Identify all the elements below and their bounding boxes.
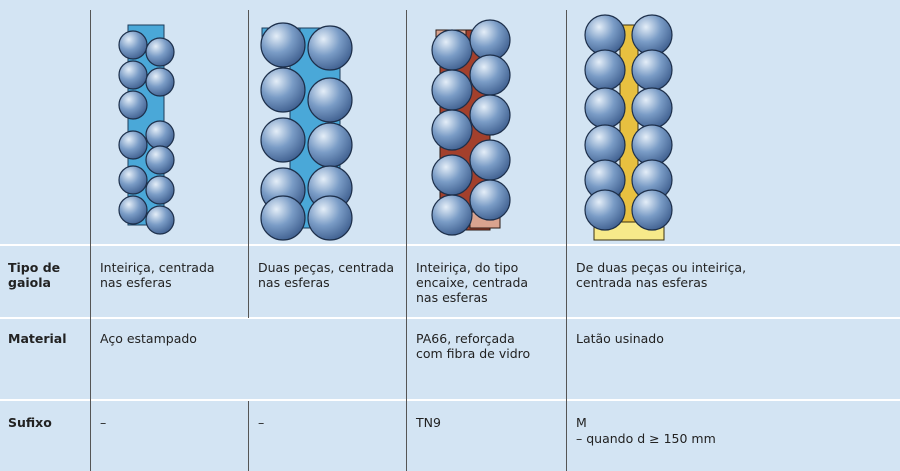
row-divider — [0, 317, 900, 319]
ball — [260, 22, 306, 68]
column-divider — [248, 10, 249, 318]
row-divider — [0, 399, 900, 401]
column-divider — [406, 10, 407, 471]
ball — [431, 194, 473, 236]
ball — [469, 139, 511, 181]
ball — [260, 195, 306, 241]
ball — [584, 124, 626, 166]
ball — [631, 124, 673, 166]
ball — [145, 120, 175, 150]
column-divider — [90, 10, 91, 471]
ball — [431, 109, 473, 151]
ball — [469, 94, 511, 136]
ball — [584, 189, 626, 231]
ball — [307, 25, 353, 71]
cell-line: – quando d ≥ 150 mm — [576, 431, 716, 446]
ball — [584, 14, 626, 56]
cell: – — [258, 415, 265, 430]
ball — [145, 67, 175, 97]
ball — [118, 195, 148, 225]
column-divider — [566, 10, 567, 471]
row-header: Tipo de gaiola — [8, 260, 61, 290]
ball — [307, 195, 353, 241]
ball — [431, 154, 473, 196]
cell: Inteiriça, centrada nas esferas — [100, 260, 215, 290]
ball — [631, 189, 673, 231]
cell-line: M — [576, 415, 587, 430]
ball — [469, 19, 511, 61]
ball — [431, 29, 473, 71]
ball — [469, 54, 511, 96]
cell: De duas peças ou inteiriça, centrada nas… — [576, 260, 747, 290]
ball — [145, 37, 175, 67]
cell: TN9 — [416, 415, 441, 430]
ball — [145, 145, 175, 175]
ball — [307, 122, 353, 168]
ball — [260, 67, 306, 113]
ball — [631, 14, 673, 56]
cell: Inteiriça, do tipo encaixe, centrada nas… — [416, 260, 529, 305]
column-divider — [248, 401, 249, 471]
ball — [145, 205, 175, 235]
ball — [145, 175, 175, 205]
cell: Latão usinado — [576, 331, 664, 346]
row-header: Material — [8, 331, 67, 346]
row-divider — [0, 244, 900, 246]
ball — [307, 77, 353, 123]
ball — [584, 87, 626, 129]
ball — [631, 49, 673, 91]
ball — [118, 30, 148, 60]
row-header: Sufixo — [8, 415, 52, 430]
cell: PA66, reforçada com fibra de vidro — [416, 331, 531, 361]
ball — [431, 69, 473, 111]
ball — [118, 130, 148, 160]
cell: Aço estampado — [100, 331, 197, 346]
cage-illustrations — [118, 14, 673, 241]
cell: – — [100, 415, 107, 430]
ball — [118, 60, 148, 90]
ball — [118, 165, 148, 195]
ball — [631, 87, 673, 129]
cell: Duas peças, centrada nas esferas — [258, 260, 395, 290]
ball — [260, 117, 306, 163]
ball — [584, 49, 626, 91]
ball — [469, 179, 511, 221]
ball — [118, 90, 148, 120]
